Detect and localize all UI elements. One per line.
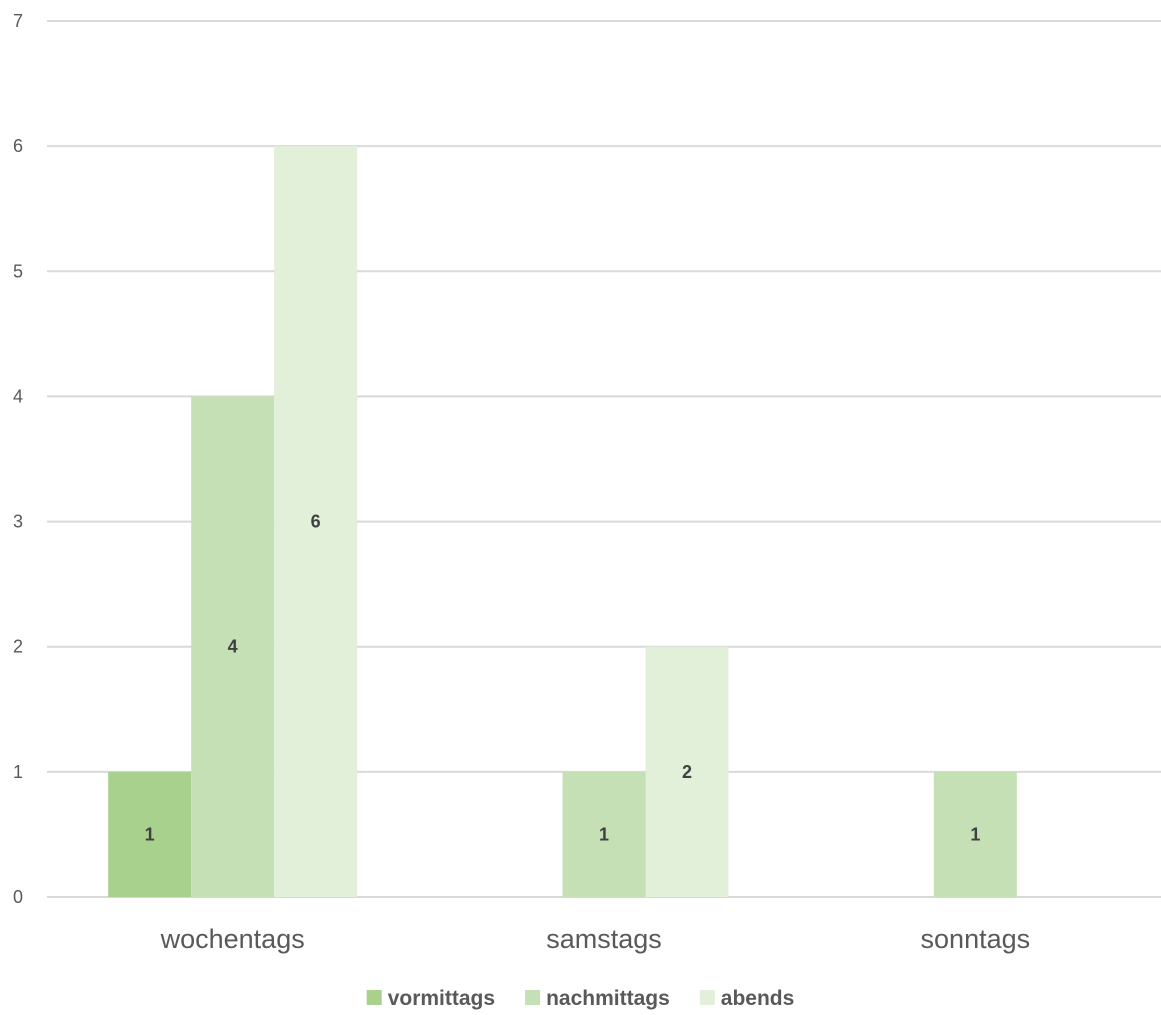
y-tick-label: 1 — [13, 762, 23, 782]
bar-nachmittags-sonntags — [933, 771, 1017, 897]
legend-label: nachmittags — [546, 987, 670, 1010]
y-tick-label: 0 — [13, 887, 23, 907]
data-labels: 1 4 6 1 2 1 — [145, 512, 981, 845]
y-tick-label: 2 — [13, 637, 23, 657]
data-label: 1 — [970, 824, 980, 844]
legend-swatch-abends — [699, 990, 715, 1005]
y-tick-label: 5 — [13, 261, 23, 281]
data-label: 6 — [311, 512, 321, 532]
data-label: 1 — [145, 824, 155, 844]
y-tick-label: 7 — [13, 11, 23, 31]
y-tick-label: 6 — [13, 136, 23, 156]
bar-vormittags-wochentags — [108, 771, 192, 897]
x-axis-categories: wochentags samstags sonntags — [160, 924, 1031, 954]
legend-swatch-vormittags — [366, 990, 382, 1005]
bar-abends-wochentags — [274, 146, 358, 898]
y-tick-label: 3 — [13, 512, 23, 532]
legend: vormittags nachmittags abends — [366, 987, 795, 1010]
bar-nachmittags-samstags — [562, 771, 646, 897]
bar-abends-samstags — [645, 646, 729, 897]
data-label: 2 — [682, 762, 692, 782]
x-category-label: sonntags — [921, 924, 1031, 954]
legend-swatch-nachmittags — [525, 990, 541, 1005]
x-category-label: wochentags — [160, 924, 305, 954]
data-label: 4 — [228, 637, 238, 657]
bar-nachmittags-wochentags — [191, 396, 275, 897]
x-category-label: samstags — [546, 924, 662, 954]
bars — [108, 146, 1017, 898]
legend-label: vormittags — [388, 987, 495, 1010]
y-tick-label: 4 — [13, 386, 23, 406]
data-label: 1 — [599, 824, 609, 844]
y-axis-ticks: 0 1 2 3 4 5 6 7 — [13, 11, 23, 907]
legend-label: abends — [721, 987, 795, 1010]
